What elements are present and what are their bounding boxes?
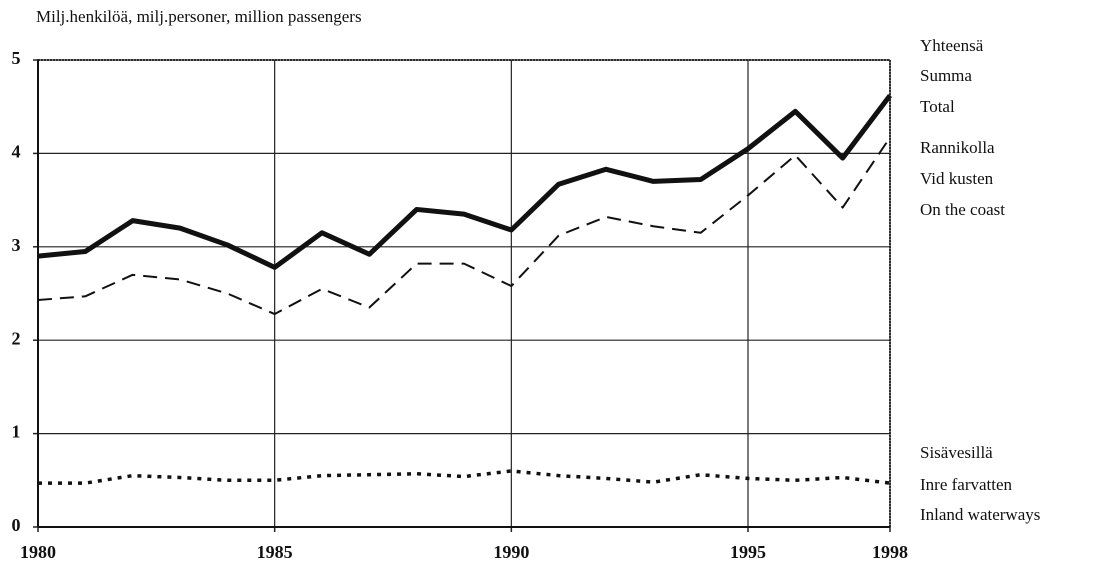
- legend-label: Yhteensä: [920, 36, 984, 55]
- x-tick-label: 1980: [20, 542, 56, 562]
- y-tick-label: 5: [12, 48, 21, 68]
- legend-label: Vid kusten: [920, 169, 994, 188]
- series-line: [38, 469, 891, 485]
- legend-label: Inland waterways: [920, 505, 1040, 524]
- legend-label: Summa: [920, 66, 972, 85]
- x-tick-label: 1995: [730, 542, 766, 562]
- y-tick-label: 1: [12, 422, 21, 442]
- x-tick-label: 1998: [872, 542, 908, 562]
- y-tick-label: 2: [12, 328, 21, 348]
- legend-label: Rannikolla: [920, 138, 995, 157]
- y-tick-label: 0: [12, 515, 21, 535]
- legend-label: Sisävesillä: [920, 443, 993, 462]
- x-tick-label: 1990: [493, 542, 529, 562]
- series-line: [37, 136, 891, 316]
- legend-label: On the coast: [920, 200, 1005, 219]
- legend-label: Inre farvatten: [920, 475, 1013, 494]
- y-tick-label: 4: [12, 142, 21, 162]
- chart-title: Milj.henkilöä, milj.personer, million pa…: [36, 7, 362, 26]
- y-tick-label: 3: [12, 235, 21, 255]
- legend-label: Total: [920, 97, 955, 116]
- x-tick-label: 1985: [257, 542, 293, 562]
- series-line: [37, 93, 892, 270]
- plot-frame: [37, 59, 891, 528]
